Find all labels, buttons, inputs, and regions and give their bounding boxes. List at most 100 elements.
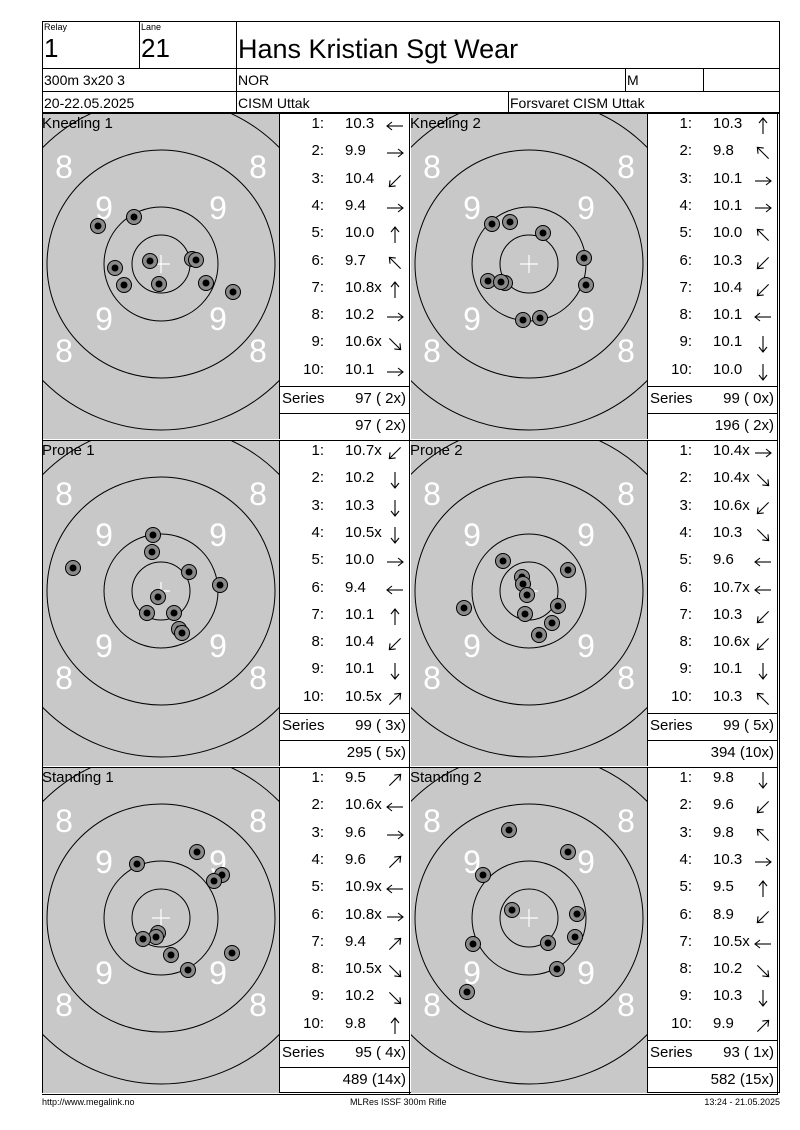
ring-number: 8	[617, 987, 635, 1023]
shot-impact	[126, 209, 142, 225]
target-ring	[46, 476, 276, 706]
shot-number: 4:	[311, 523, 324, 541]
target-ring	[414, 476, 644, 706]
shot-score: 10.7x	[713, 578, 750, 596]
target-ring	[499, 888, 559, 948]
shot-row: 2: 9.8	[648, 140, 778, 167]
series-title: Standing 2	[410, 769, 482, 786]
shot-row: 4: 10.1	[648, 195, 778, 222]
shot-row: 9: 10.2	[280, 985, 410, 1012]
direction-arrow-icon	[756, 965, 770, 978]
shot-number: 9:	[311, 333, 324, 351]
panel-divider	[410, 767, 778, 768]
shot-score: 10.5x	[713, 932, 750, 950]
series-row: Series 99 ( 5x)	[648, 713, 778, 740]
target-ring	[131, 561, 191, 621]
lane-label: Lane	[141, 22, 162, 32]
ring-number: 8	[423, 333, 441, 369]
direction-arrow-icon	[754, 939, 771, 949]
panel-divider	[410, 440, 778, 441]
shot-number: 3:	[311, 496, 324, 514]
shot-score: 10.3	[713, 115, 743, 132]
shot-number: 10:	[303, 360, 324, 378]
shot-row: 1: 10.7x	[280, 440, 410, 467]
shot-number: 9:	[311, 987, 324, 1005]
direction-arrow-icon	[390, 526, 400, 544]
shot-impact	[567, 929, 583, 945]
shot-row: 2: 10.2	[280, 467, 410, 494]
shot-score: 10.1	[713, 169, 743, 187]
shot-row: 5: 9.6	[648, 549, 778, 576]
direction-arrow-icon	[390, 663, 400, 681]
shot-score: 10.0	[713, 360, 743, 378]
ring-number: 8	[55, 149, 73, 185]
series-score: 99 ( 5x)	[723, 717, 774, 734]
ring-number: 8	[249, 987, 267, 1023]
ring-number: 8	[423, 149, 441, 185]
shot-list: 1: 9.5 2: 10.6x 3: 9.6 4: 9.6 5: 10.9x 6: 10.8x 7: 9.…	[280, 767, 410, 1094]
ring-number: 9	[95, 517, 113, 553]
target-ring	[43, 768, 279, 1085]
target-rings: 8 88 89 99 9	[43, 768, 279, 1085]
ring-number: 9	[209, 301, 227, 337]
shot-score: 10.1	[713, 333, 743, 351]
direction-arrow-icon	[388, 773, 402, 787]
target-panel: 8 8 8 8 9 9 9 9 Kneeling 2 1: 10.3 2: 9.8 3: 10.1 4: 10.…	[410, 113, 778, 441]
direction-arrow-icon	[756, 228, 770, 242]
direction-arrow-icon	[386, 884, 403, 894]
shot-row: 8: 10.1	[648, 304, 778, 331]
shot-row: 10: 9.9	[648, 1013, 778, 1040]
shot-score: 10.3	[345, 115, 375, 132]
shot-number: 9:	[679, 987, 692, 1005]
ring-number: 8	[617, 660, 635, 696]
direction-arrow-icon	[755, 448, 772, 458]
direction-arrow-icon	[387, 148, 404, 158]
target-ring	[46, 803, 276, 1033]
direction-arrow-icon	[390, 499, 400, 517]
target-ring	[103, 206, 219, 322]
shot-score: 9.4	[345, 932, 366, 950]
shot-impact	[495, 553, 511, 569]
running-total: 394 (10x)	[710, 744, 774, 761]
shot-row: 9: 10.6x	[280, 331, 410, 358]
ring-number: 8	[423, 660, 441, 696]
direction-arrow-icon	[756, 283, 770, 297]
shot-impact	[129, 856, 145, 872]
series-label: Series	[650, 717, 693, 734]
running-total: 582 (15x)	[710, 1071, 774, 1088]
shot-score: 9.4	[345, 578, 366, 596]
direction-arrow-icon	[386, 802, 403, 812]
shot-row: 8: 10.6x	[648, 631, 778, 658]
series-row: Series 99 ( 3x)	[280, 713, 410, 740]
shot-number: 1:	[679, 115, 692, 132]
shot-score: 10.4	[345, 169, 375, 187]
event-name: 300m 3x20 3	[44, 72, 125, 88]
target-panel: 8 8 8 8 9 9 9 9 Standing 2 1: 9.8 2: 9.6 3: 9.8 4: 10.3 5…	[410, 767, 778, 1095]
direction-arrow-icon	[390, 607, 400, 625]
ring-number: 9	[577, 301, 595, 337]
shot-impact	[180, 962, 196, 978]
shot-score: 10.3	[713, 605, 743, 623]
shot-number: 6:	[679, 905, 692, 923]
shot-number: 6:	[311, 905, 324, 923]
shot-impact	[484, 216, 500, 232]
shot-impact	[517, 606, 533, 622]
series-score: 95 ( 4x)	[355, 1044, 406, 1061]
direction-arrow-icon	[758, 990, 768, 1008]
lane-cell	[139, 21, 236, 69]
shot-row: 7: 10.3	[648, 604, 778, 631]
shot-impact	[198, 275, 214, 291]
running-total: 295 ( 5x)	[346, 744, 406, 761]
shot-list: 1: 10.3 2: 9.9 3: 10.4 4: 9.4 5: 10.0 6: 9.7 7: 10.8x…	[280, 113, 410, 440]
shot-number: 9:	[679, 333, 692, 351]
shot-number: 3:	[311, 169, 324, 187]
target-ring	[499, 234, 559, 294]
ring-number: 9	[209, 517, 227, 553]
shot-row: 7: 9.4	[280, 931, 410, 958]
shot-score: 10.3	[713, 523, 743, 541]
nation: NOR	[238, 72, 270, 88]
direction-arrow-icon	[756, 692, 770, 705]
shot-score: 10.3	[713, 850, 743, 868]
direction-arrow-icon	[758, 336, 768, 354]
